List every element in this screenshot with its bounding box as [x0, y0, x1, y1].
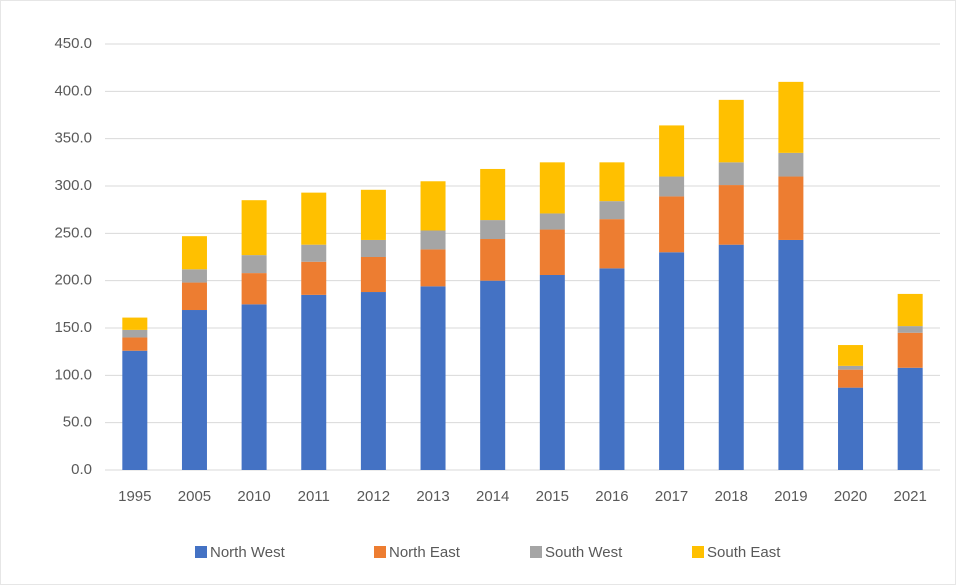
bar-segment	[659, 196, 685, 253]
bar-segment	[897, 367, 923, 470]
bar-segment	[122, 337, 148, 351]
y-tick-label: 450.0	[54, 35, 92, 52]
legend-label: North West	[210, 544, 286, 561]
bar-segment	[659, 252, 685, 470]
y-tick-label: 50.0	[63, 414, 92, 431]
y-tick-label: 350.0	[54, 130, 92, 147]
bar-segment	[480, 220, 506, 240]
bar-segment	[599, 219, 625, 269]
bar-segment	[778, 239, 804, 470]
bar-segment	[360, 257, 386, 293]
bar-segment	[181, 236, 207, 270]
y-tick-label: 100.0	[54, 366, 92, 383]
x-tick-label: 2010	[237, 488, 270, 505]
bar-segment	[122, 350, 148, 470]
legend-swatch	[374, 546, 386, 558]
bar-segment	[301, 294, 327, 470]
bar-segment	[897, 332, 923, 368]
x-tick-label: 2017	[655, 488, 688, 505]
y-tick-label: 400.0	[54, 82, 92, 99]
bar-segment	[122, 329, 148, 338]
bar-segment	[301, 244, 327, 262]
y-tick-label: 150.0	[54, 319, 92, 336]
y-tick-label: 300.0	[54, 177, 92, 194]
x-tick-label: 1995	[118, 488, 151, 505]
bar-segment	[897, 293, 923, 327]
bar-segment	[420, 286, 446, 470]
legend-swatch	[530, 546, 542, 558]
bar-segment	[539, 213, 565, 230]
x-tick-label: 2014	[476, 488, 509, 505]
bar-segment	[181, 269, 207, 283]
bar-segment	[897, 326, 923, 333]
bar-segment	[360, 292, 386, 470]
bar-segment	[420, 230, 446, 250]
bar-segment	[420, 249, 446, 287]
bar-segment	[659, 176, 685, 197]
bar-segment	[539, 229, 565, 275]
bar-segment	[718, 244, 744, 470]
x-tick-label: 2011	[298, 488, 330, 505]
x-tick-label: 2020	[834, 488, 867, 505]
bar-segment	[480, 280, 506, 470]
bar-segment	[301, 192, 327, 245]
bar-segment	[539, 274, 565, 470]
bar-segment	[241, 200, 267, 256]
bar-segment	[301, 261, 327, 295]
bar-segment	[360, 239, 386, 257]
bar-segment	[838, 387, 864, 470]
y-tick-label: 250.0	[54, 224, 92, 241]
bar-segment	[778, 176, 804, 240]
bar-segment	[599, 268, 625, 470]
bar-segment	[599, 201, 625, 220]
bar-segment	[360, 189, 386, 240]
x-tick-label: 2015	[536, 488, 569, 505]
bar-segment	[241, 255, 267, 274]
bar-segment	[718, 162, 744, 186]
x-tick-label: 2019	[774, 488, 807, 505]
x-tick-label: 2012	[357, 488, 390, 505]
x-tick-label: 2016	[595, 488, 628, 505]
bar-segment	[480, 168, 506, 221]
bar-segment	[599, 162, 625, 202]
bar-segment	[838, 365, 864, 370]
y-tick-label: 200.0	[54, 272, 92, 289]
legend-label: North East	[389, 544, 461, 561]
bar-segment	[480, 239, 506, 281]
legend-label: South East	[707, 544, 781, 561]
legend-label: South West	[545, 544, 623, 561]
bar-segment	[659, 125, 685, 177]
y-tick-label: 0.0	[71, 461, 92, 478]
bar-segment	[778, 152, 804, 177]
x-tick-label: 2018	[715, 488, 748, 505]
bar-segment	[181, 282, 207, 311]
x-tick-label: 2005	[178, 488, 211, 505]
bar-segment	[241, 304, 267, 470]
x-tick-label: 2013	[416, 488, 449, 505]
bar-segment	[241, 273, 267, 305]
bar-segment	[838, 369, 864, 388]
bar-segment	[718, 99, 744, 163]
x-tick-label: 2021	[893, 488, 926, 505]
bar-segment	[718, 185, 744, 245]
bar-segment	[539, 162, 565, 214]
legend-swatch	[692, 546, 704, 558]
bar-segment	[420, 181, 446, 231]
bar-segment	[778, 81, 804, 153]
bar-segment	[122, 317, 148, 330]
bar-segment	[838, 345, 864, 366]
legend-swatch	[195, 546, 207, 558]
bar-segment	[181, 310, 207, 470]
